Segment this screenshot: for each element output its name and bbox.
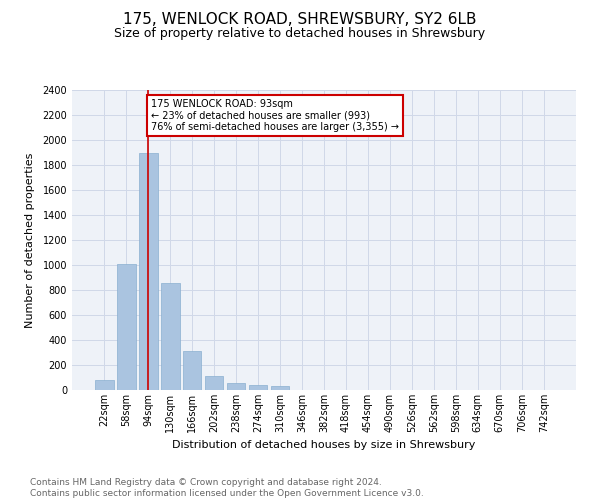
Bar [117,264,136,390]
Bar [161,282,179,390]
X-axis label: Distribution of detached houses by size in Shrewsbury: Distribution of detached houses by size … [172,440,476,450]
Bar [249,385,268,390]
Bar [95,380,113,390]
Bar [183,351,202,390]
Text: Size of property relative to detached houses in Shrewsbury: Size of property relative to detached ho… [115,28,485,40]
Bar [271,386,289,390]
Text: Contains HM Land Registry data © Crown copyright and database right 2024.
Contai: Contains HM Land Registry data © Crown c… [30,478,424,498]
Bar [205,376,223,390]
Text: 175, WENLOCK ROAD, SHREWSBURY, SY2 6LB: 175, WENLOCK ROAD, SHREWSBURY, SY2 6LB [123,12,477,28]
Bar [139,152,158,390]
Text: 175 WENLOCK ROAD: 93sqm
← 23% of detached houses are smaller (993)
76% of semi-d: 175 WENLOCK ROAD: 93sqm ← 23% of detache… [151,99,399,132]
Bar [227,383,245,390]
Y-axis label: Number of detached properties: Number of detached properties [25,152,35,328]
